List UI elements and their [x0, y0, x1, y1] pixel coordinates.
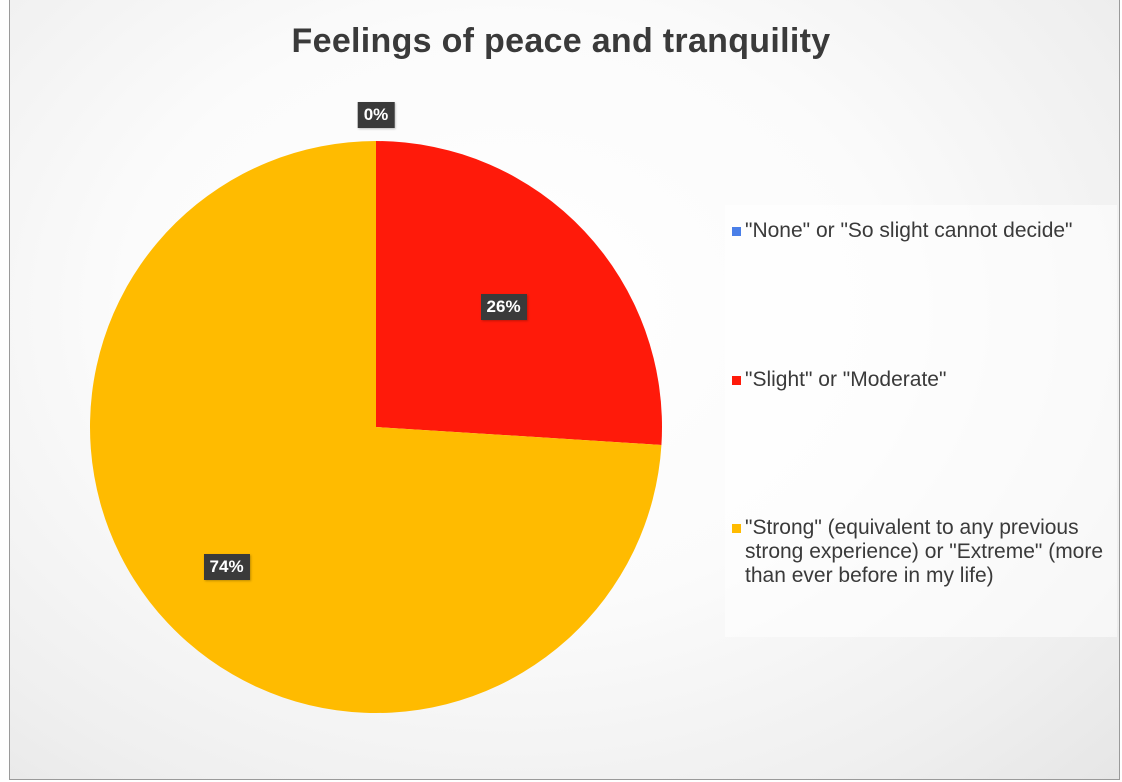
data-label-strong-extreme: 74% [203, 554, 250, 581]
pie-slice-slight-moderate [376, 141, 662, 445]
data-label-slight-moderate: 26% [480, 294, 527, 321]
legend-item-none: "None" or "So slight cannot decide" [732, 219, 1112, 243]
legend-item-strong-extreme: "Strong" (equivalent to any previous str… [732, 516, 1112, 588]
legend: "None" or "So slight cannot decide" "Sli… [725, 205, 1117, 637]
legend-label-slight-moderate: "Slight" or "Moderate" [745, 368, 947, 391]
legend-swatch-slight-moderate [732, 376, 741, 385]
legend-label-none: "None" or "So slight cannot decide" [745, 219, 1073, 242]
legend-swatch-none [732, 227, 741, 236]
legend-swatch-strong-extreme [732, 524, 741, 533]
chart-title: Feelings of peace and tranquility [291, 22, 831, 60]
legend-item-slight-moderate: "Slight" or "Moderate" [732, 368, 1112, 392]
data-label-none: 0% [357, 102, 395, 128]
legend-label-strong-extreme: "Strong" (equivalent to any previous str… [745, 516, 1104, 587]
